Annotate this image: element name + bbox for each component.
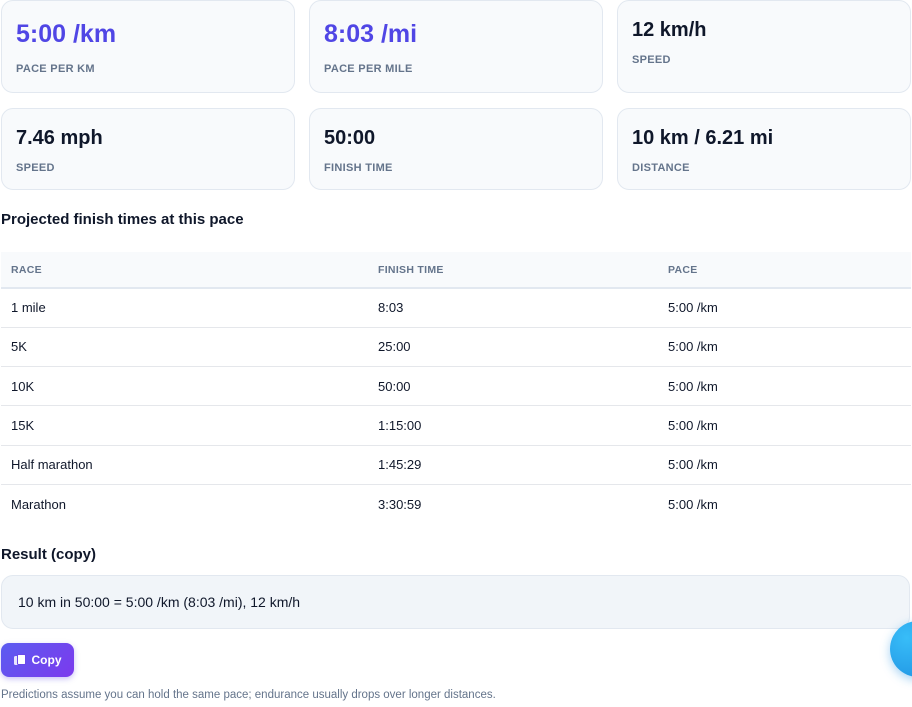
prediction-note: Predictions assume you can hold the same… — [1, 689, 496, 701]
stat-label: PACE PER MILE — [324, 63, 413, 75]
stat-card-finish-time: 50:00 FINISH TIME — [309, 108, 603, 190]
projections-title: Projected finish times at this pace — [1, 211, 244, 228]
floating-action-button[interactable] — [890, 621, 912, 677]
table-row: Marathon 3:30:59 5:00 /km — [1, 484, 911, 523]
pace-cell: 5:00 /km — [658, 445, 911, 485]
stat-label: SPEED — [16, 162, 55, 174]
stat-value: 10 km / 6.21 mi — [632, 127, 774, 149]
race-cell: 5K — [1, 327, 368, 368]
stat-value: 8:03 /mi — [324, 20, 418, 48]
pace-cell: 5:00 /km — [658, 405, 911, 446]
pace-cell: 5:00 /km — [658, 288, 911, 328]
table-row: 1 mile 8:03 5:00 /km — [1, 288, 911, 328]
finish-time-cell: 1:15:00 — [368, 405, 658, 446]
result-output[interactable]: 10 km in 50:00 = 5:00 /km (8:03 /mi), 12… — [1, 575, 910, 629]
projections-table: RACE FINISH TIME PACE 1 mile 8:03 5:00 /… — [1, 252, 911, 524]
stat-card-speed-kmh: 12 km/h SPEED — [617, 0, 911, 93]
stat-label: FINISH TIME — [324, 162, 393, 174]
table-row: 10K 50:00 5:00 /km — [1, 366, 911, 407]
table-row: 15K 1:15:00 5:00 /km — [1, 405, 911, 446]
column-header-pace: PACE — [658, 252, 911, 289]
race-cell: 1 mile — [1, 288, 368, 328]
stat-value: 12 km/h — [632, 19, 707, 41]
stat-card-pace-per-km: 5:00 /km PACE PER KM — [1, 0, 295, 93]
stat-value: 7.46 mph — [16, 127, 103, 149]
stat-card-distance: 10 km / 6.21 mi DISTANCE — [617, 108, 911, 190]
pace-cell: 5:00 /km — [658, 327, 911, 368]
stat-label: SPEED — [632, 54, 671, 66]
finish-time-cell: 8:03 — [368, 288, 658, 328]
column-header-race: RACE — [1, 252, 368, 289]
race-cell: 10K — [1, 366, 368, 407]
race-cell: Half marathon — [1, 445, 368, 485]
stat-card-speed-mph: 7.46 mph SPEED — [1, 108, 295, 190]
copy-icon — [13, 654, 26, 666]
finish-time-cell: 1:45:29 — [368, 445, 658, 485]
result-title: Result (copy) — [1, 546, 97, 563]
race-cell: Marathon — [11, 496, 66, 512]
pace-cell: 5:00 /km — [658, 366, 911, 407]
table-row: Half marathon 1:45:29 5:00 /km — [1, 445, 911, 485]
pace-cell: 5:00 /km — [668, 496, 718, 512]
copy-button[interactable]: Copy — [1, 643, 74, 677]
stat-value: 50:00 — [324, 127, 376, 149]
stat-cards: 5:00 /km PACE PER KM 8:03 /mi PACE PER M… — [1, 0, 911, 190]
table-header-row: RACE FINISH TIME PACE — [1, 252, 911, 289]
table-row: 5K 25:00 5:00 /km — [1, 327, 911, 368]
race-cell: 15K — [1, 405, 368, 446]
stat-card-pace-per-mile: 8:03 /mi PACE PER MILE — [309, 0, 603, 93]
stat-value: 5:00 /km — [16, 20, 117, 48]
copy-button-label: Copy — [31, 653, 62, 667]
stat-label: PACE PER KM — [16, 63, 95, 75]
finish-time-cell: 3:30:59 — [378, 496, 422, 512]
column-header-finish-time: FINISH TIME — [368, 252, 658, 289]
stat-label: DISTANCE — [632, 162, 690, 174]
finish-time-cell: 25:00 — [368, 327, 658, 368]
result-text[interactable]: 10 km in 50:00 = 5:00 /km (8:03 /mi), 12… — [18, 594, 301, 610]
finish-time-cell: 50:00 — [368, 366, 658, 407]
